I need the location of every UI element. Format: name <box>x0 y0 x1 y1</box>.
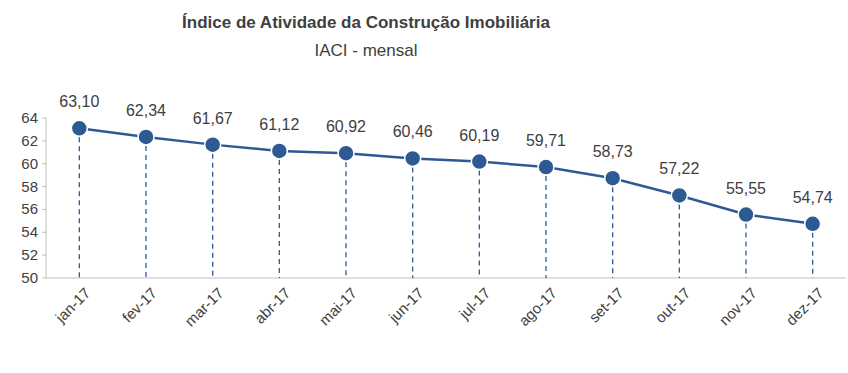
x-tick-label: mar-17 <box>181 284 227 330</box>
plot-area <box>71 120 820 278</box>
marker <box>805 216 821 232</box>
data-label: 60,46 <box>393 123 433 140</box>
marker <box>205 137 221 153</box>
drop-line <box>612 178 613 278</box>
data-label: 63,10 <box>59 93 99 110</box>
x-tick-label: nov-17 <box>716 284 760 328</box>
marker <box>671 187 687 203</box>
chart-root: Índice de Atividade da Construção Imobil… <box>0 0 848 373</box>
y-tick-label: 62 <box>21 132 38 149</box>
y-tick-label: 58 <box>21 178 38 195</box>
x-tick-label: fev-17 <box>119 284 161 326</box>
marker <box>138 129 154 145</box>
y-tick-label: 56 <box>21 200 38 217</box>
marker <box>271 143 287 159</box>
x-tick-label: set-17 <box>585 284 627 326</box>
marker <box>338 145 354 161</box>
drop-line <box>479 162 480 278</box>
y-tick <box>42 140 46 141</box>
title: Índice de Atividade da Construção Imobil… <box>182 13 550 32</box>
line <box>79 128 812 224</box>
y-tick <box>42 278 46 279</box>
y-tick <box>42 255 46 256</box>
drop-line <box>545 167 546 278</box>
drop-line <box>679 195 680 278</box>
drop-line <box>745 215 746 278</box>
x-tick-label: dez-17 <box>782 284 826 328</box>
y-tick <box>42 118 46 119</box>
marker <box>738 207 754 223</box>
y-tick-label: 50 <box>21 269 38 286</box>
data-label: 54,74 <box>793 189 833 206</box>
data-label: 55,55 <box>726 180 766 197</box>
x-tick-label: jan-17 <box>51 284 93 326</box>
x-axis <box>46 278 846 279</box>
marker <box>471 154 487 170</box>
marker <box>538 159 554 175</box>
y-tick-label: 60 <box>21 155 38 172</box>
y-tick <box>42 232 46 233</box>
x-tick-label: jul-17 <box>455 284 494 323</box>
x-tick-label: jun-17 <box>385 284 427 326</box>
y-tick <box>42 209 46 210</box>
x-tick-label: ago-17 <box>515 284 560 329</box>
drop-line <box>279 151 280 278</box>
marker <box>605 170 621 186</box>
data-label: 62,34 <box>126 102 166 119</box>
data-label: 61,12 <box>259 116 299 133</box>
y-tick <box>42 186 46 187</box>
drop-line <box>79 128 80 278</box>
y-tick <box>42 163 46 164</box>
data-label: 61,67 <box>193 110 233 127</box>
data-label: 58,73 <box>593 143 633 160</box>
x-tick-label: abr-17 <box>251 284 294 327</box>
y-tick-label: 64 <box>21 109 38 126</box>
subtitle: IACI - mensal <box>315 41 418 60</box>
data-label: 60,19 <box>459 127 499 144</box>
y-axis <box>46 118 47 278</box>
drop-line <box>412 158 413 278</box>
drop-line <box>145 137 146 278</box>
x-tick-label: mai-17 <box>316 284 360 328</box>
data-label: 57,22 <box>659 160 699 177</box>
data-label: 60,92 <box>326 118 366 135</box>
drop-line <box>345 153 346 278</box>
x-tick-label: out-17 <box>651 284 693 326</box>
y-tick-label: 54 <box>21 223 38 240</box>
marker <box>71 120 87 136</box>
chart: Índice de Atividade da Construção Imobil… <box>0 0 848 373</box>
y-tick-label: 52 <box>21 246 38 263</box>
drop-line <box>212 145 213 278</box>
data-label: 59,71 <box>526 132 566 149</box>
marker <box>405 150 421 166</box>
